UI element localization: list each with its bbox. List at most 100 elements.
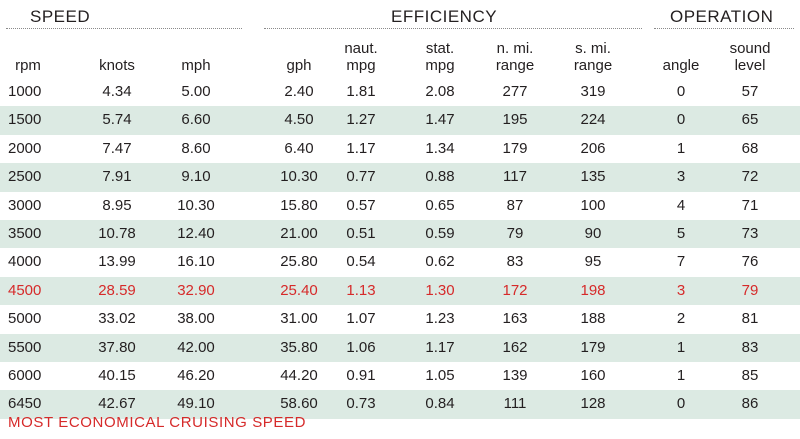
cell-angle: 7 <box>676 253 686 271</box>
cell-rpm: 2500 <box>8 168 42 186</box>
cell-sound-level: 71 <box>741 196 759 214</box>
cell-angle: 0 <box>676 111 686 129</box>
cell-sound-level: 79 <box>741 281 759 299</box>
table-row: 6450 42.67 49.10 58.60 0.73 0.84 111 128 0 86 <box>0 390 800 419</box>
column-header-line2: mph <box>181 57 211 74</box>
cell-sound-level: 85 <box>741 366 759 384</box>
column-header-line2: range <box>495 57 535 74</box>
cell-mph: 42.00 <box>177 338 215 356</box>
cell-rpm: 2000 <box>8 139 42 157</box>
cell-stat-mpg: 0.84 <box>425 395 455 413</box>
column-header-line1: naut. <box>344 40 378 57</box>
cell-sound-level: 72 <box>741 168 759 186</box>
cell-gph: 21.00 <box>280 224 318 242</box>
cell-angle: 0 <box>676 83 686 100</box>
group-speed-label: SPEED <box>30 7 91 26</box>
table-row: 5000 33.02 38.00 31.00 1.07 1.23 163 188 2 81 <box>0 305 800 333</box>
group-efficiency-label: EFFICIENCY <box>391 7 498 26</box>
cell-rpm: 3000 <box>8 196 42 214</box>
cell-s-mi-range: 319 <box>580 83 606 100</box>
cell-rpm: 4500 <box>8 281 42 299</box>
cell-sound-level: 68 <box>741 139 759 157</box>
column-header-line2: mpg <box>346 57 376 74</box>
footer-note: MOST ECONOMICAL CRUISING SPEED <box>8 414 307 431</box>
cell-s-mi-range: 206 <box>580 139 606 157</box>
column-header-s-mi-range: s. mi. range <box>558 40 628 74</box>
cell-s-mi-range: 179 <box>580 338 606 356</box>
column-header-gph: gph <box>264 57 334 74</box>
cell-n-mi-range: 179 <box>502 139 528 157</box>
cell-knots: 5.74 <box>102 111 132 129</box>
cell-s-mi-range: 160 <box>580 366 606 384</box>
cell-mph: 5.00 <box>181 83 211 100</box>
cell-rpm: 3500 <box>8 224 42 242</box>
cell-stat-mpg: 1.17 <box>425 338 455 356</box>
cell-naut-mpg: 0.54 <box>346 253 376 271</box>
cell-angle: 0 <box>676 395 686 413</box>
performance-table: 1000 4.34 5.00 2.40 1.81 2.08 277 319 0 57 1500 5.7… <box>0 78 800 419</box>
cell-s-mi-range: 188 <box>580 310 606 328</box>
cell-stat-mpg: 0.88 <box>425 168 455 186</box>
cell-gph: 25.40 <box>280 281 318 299</box>
cell-n-mi-range: 195 <box>502 111 528 129</box>
column-header-line1: stat. <box>425 40 455 57</box>
table-row: 2000 7.47 8.60 6.40 1.17 1.34 179 206 1 68 <box>0 135 800 163</box>
column-header-n-mi-range: n. mi. range <box>480 40 550 74</box>
column-header-line2: level <box>734 57 766 74</box>
cell-sound-level: 57 <box>741 83 759 100</box>
cell-n-mi-range: 162 <box>502 338 528 356</box>
cell-rpm: 5500 <box>8 338 42 356</box>
cell-knots: 37.80 <box>98 338 136 356</box>
cell-stat-mpg: 0.62 <box>425 253 455 271</box>
cell-knots: 7.47 <box>102 139 132 157</box>
group-operation: OPERATION <box>654 6 794 29</box>
cell-rpm: 4000 <box>8 253 42 271</box>
table-row: 6000 40.15 46.20 44.20 0.91 1.05 139 160 1 85 <box>0 362 800 390</box>
cell-naut-mpg: 1.17 <box>346 139 376 157</box>
column-header-line2: range <box>573 57 613 74</box>
column-header-line2: gph <box>286 57 312 74</box>
cell-knots: 4.34 <box>102 83 132 100</box>
cell-sound-level: 73 <box>741 224 759 242</box>
column-header-line2: knots <box>99 57 135 74</box>
table-row: 5500 37.80 42.00 35.80 1.06 1.17 162 179 1 83 <box>0 333 800 362</box>
cell-rpm: 6000 <box>8 366 42 384</box>
column-header-line2: rpm <box>15 57 41 74</box>
cell-naut-mpg: 0.91 <box>346 366 376 384</box>
cell-sound-level: 83 <box>741 338 759 356</box>
cell-n-mi-range: 117 <box>503 168 527 186</box>
cell-n-mi-range: 83 <box>506 253 524 271</box>
cell-sound-level: 81 <box>741 310 759 328</box>
cell-knots: 13.99 <box>98 253 136 271</box>
cell-mph: 38.00 <box>177 310 215 328</box>
cell-naut-mpg: 0.51 <box>346 224 376 242</box>
cell-s-mi-range: 100 <box>580 196 606 214</box>
cell-naut-mpg: 0.57 <box>346 196 376 214</box>
cell-stat-mpg: 1.05 <box>425 366 455 384</box>
column-header-mph: mph <box>161 57 231 74</box>
cell-naut-mpg: 1.27 <box>346 111 376 129</box>
cell-gph: 58.60 <box>280 395 318 413</box>
cell-gph: 10.30 <box>280 168 318 186</box>
cell-angle: 2 <box>676 310 686 328</box>
cell-mph: 6.60 <box>181 111 211 129</box>
column-header-angle: angle <box>653 57 709 74</box>
cell-knots: 8.95 <box>102 196 132 214</box>
cell-rpm: 5000 <box>8 310 42 328</box>
cell-s-mi-range: 128 <box>580 395 606 413</box>
cell-knots: 7.91 <box>102 168 132 186</box>
cell-mph: 8.60 <box>181 139 211 157</box>
cell-gph: 44.20 <box>280 366 318 384</box>
cell-gph: 35.80 <box>280 338 318 356</box>
table-row: 1000 4.34 5.00 2.40 1.81 2.08 277 319 0 57 <box>0 78 800 106</box>
table-row: 3500 10.78 12.40 21.00 0.51 0.59 79 90 5 73 <box>0 219 800 249</box>
cell-mph: 12.40 <box>177 224 215 242</box>
cell-naut-mpg: 1.13 <box>346 281 376 299</box>
cell-angle: 1 <box>676 338 686 356</box>
column-header-sound-level: sound level <box>715 40 785 74</box>
cell-angle: 1 <box>676 366 686 384</box>
cell-mph: 16.10 <box>177 253 215 271</box>
cell-rpm: 1500 <box>8 111 42 129</box>
table-row: 2500 7.91 9.10 10.30 0.77 0.88 117 135 3 72 <box>0 163 800 192</box>
cell-naut-mpg: 1.06 <box>346 338 376 356</box>
